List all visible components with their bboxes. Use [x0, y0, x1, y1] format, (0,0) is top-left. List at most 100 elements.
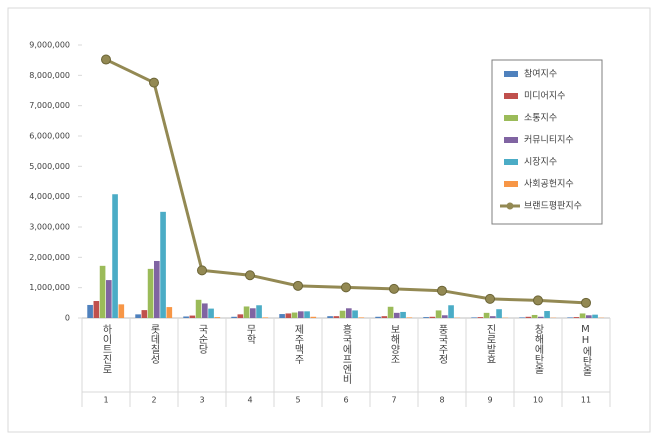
bar [333, 316, 340, 318]
category-number: 2 [151, 396, 156, 405]
legend-label: 사회공헌지수 [524, 179, 574, 190]
y-tick-label: 2,000,000 [29, 253, 70, 262]
bar [358, 317, 365, 318]
bar [310, 316, 317, 318]
bar [166, 307, 173, 318]
bar [118, 304, 125, 318]
bar [538, 316, 544, 318]
bar [243, 306, 250, 318]
bar [579, 313, 586, 318]
category-number: 9 [487, 396, 492, 405]
legend-swatch-marker [506, 202, 514, 210]
line-marker [485, 293, 495, 304]
legend-swatch [504, 159, 518, 165]
y-tick-label: 9,000,000 [29, 41, 70, 50]
bar [87, 304, 93, 318]
bar [112, 194, 118, 318]
bar [202, 303, 208, 318]
bar [208, 308, 214, 318]
line-marker [197, 265, 207, 276]
legend-swatch [504, 181, 518, 187]
bar [490, 316, 496, 318]
bar [285, 313, 292, 318]
bar [327, 316, 333, 318]
category-number: 5 [295, 396, 300, 405]
bar [93, 301, 100, 318]
y-tick-label: 3,000,000 [29, 223, 70, 232]
bar [435, 310, 442, 318]
line-marker [245, 270, 255, 281]
y-tick-label: 5,000,000 [29, 162, 70, 171]
category-number: 3 [199, 396, 204, 405]
category-number: 10 [533, 396, 543, 405]
legend-label: 미디어지수 [524, 91, 565, 102]
bar [352, 310, 358, 318]
line-marker [101, 54, 111, 65]
bar [279, 314, 285, 318]
bar [387, 306, 394, 318]
category-number: 4 [247, 396, 252, 405]
bar [375, 316, 381, 318]
bar [291, 312, 298, 318]
legend-swatch [504, 93, 518, 99]
y-tick-label: 0 [65, 314, 70, 323]
x-tick-label: MH에탄올 [580, 324, 592, 376]
line-marker [389, 283, 399, 294]
bar [141, 310, 148, 318]
x-tick-label: 흥국에프엔비 [340, 323, 352, 385]
x-tick-label: 보해양조 [388, 324, 400, 364]
bar [573, 317, 580, 318]
bar [525, 316, 532, 318]
category-number: 7 [391, 396, 396, 405]
x-tick-label: 진로발효 [484, 324, 496, 364]
bar [339, 310, 346, 318]
bar [496, 309, 502, 318]
bar [237, 314, 244, 318]
bar [400, 311, 406, 318]
bar [406, 317, 413, 318]
line-marker [437, 285, 447, 296]
bar [304, 311, 310, 318]
bar [423, 317, 429, 318]
x-tick-label: 무학 [244, 324, 256, 345]
legend-label: 브랜드평판지수 [524, 201, 582, 212]
legend-label: 커뮤니티지수 [524, 135, 574, 146]
bar [442, 315, 448, 318]
bar [531, 314, 538, 318]
legend-swatch [504, 115, 518, 121]
x-tick-label: 롯데칠성 [148, 324, 160, 364]
category-number: 11 [581, 396, 591, 405]
category-number: 8 [439, 396, 444, 405]
bar [256, 305, 262, 318]
x-tick-label: 제주맥주 [292, 324, 304, 365]
y-tick-label: 6,000,000 [29, 132, 70, 141]
bar [135, 314, 141, 318]
bar [298, 311, 304, 318]
bar [99, 265, 106, 318]
bar [519, 317, 525, 318]
bar [183, 316, 189, 318]
bar [394, 312, 400, 318]
bar [189, 315, 196, 318]
legend-label: 시장지수 [524, 157, 557, 168]
bar [544, 311, 550, 318]
bar [262, 317, 269, 318]
x-tick-label: 하이트진로 [100, 323, 112, 374]
bar [567, 317, 573, 318]
bar [106, 280, 112, 318]
bar [586, 315, 592, 318]
bar [429, 316, 436, 318]
bar [483, 312, 490, 318]
y-tick-label: 7,000,000 [29, 101, 70, 110]
legend-swatch [504, 137, 518, 143]
bar [448, 305, 454, 318]
legend-label: 참여지수 [524, 68, 557, 80]
bar [147, 268, 154, 318]
bar [195, 299, 202, 318]
bar [477, 317, 484, 318]
bar [250, 308, 256, 318]
category-number: 6 [343, 396, 348, 405]
line-marker [533, 295, 543, 306]
line-marker [293, 280, 303, 291]
